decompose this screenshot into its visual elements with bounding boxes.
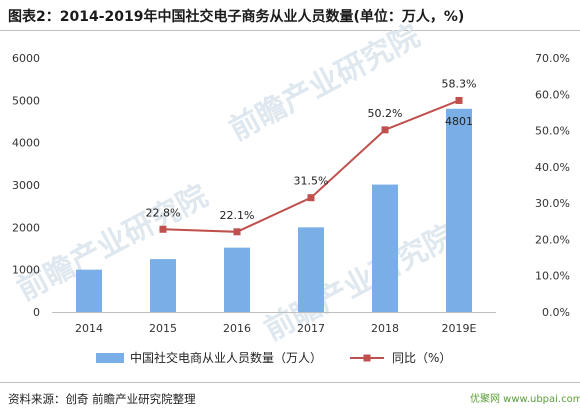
left-y-tick-label: 5000 (12, 94, 40, 107)
chart-title: 图表2：2014-2019年中国社交电子商务从业人员数量(单位：万人，%) (8, 9, 465, 25)
right-y-tick-label: 0.0% (542, 306, 570, 319)
x-tick-label-2015: 2015 (149, 322, 177, 335)
right-y-axis-ticks: 0.0% 10.0% 20.0% 30.0% 40.0% 50.0% 60.0% 70.0% (535, 52, 570, 319)
yoy-data-labels: 22.8% 22.1% 31.5% 50.2% 58.3% (146, 77, 477, 221)
bar-2014 (76, 269, 102, 312)
yoy-line (162, 99, 460, 233)
bar-2015 (150, 259, 176, 312)
legend: 中国社交电商从业人员数量（万人） 同比（%） (96, 350, 451, 365)
x-tick-label-2018: 2018 (371, 322, 399, 335)
legend-swatch-bar (96, 353, 124, 363)
left-y-tick-label: 4000 (12, 137, 40, 150)
left-y-tick-label: 6000 (12, 52, 40, 65)
left-y-axis-ticks: 0 1000 2000 3000 4000 5000 6000 (12, 52, 40, 319)
yoy-label-2017: 31.5% (294, 175, 329, 188)
yoy-label-2019E: 58.3% (442, 77, 477, 90)
corner-logo: 优聚网 www.ubpai.com (470, 394, 580, 405)
left-y-tick-label: 0 (33, 306, 40, 319)
point-2017 (307, 194, 315, 202)
yoy-label-2015: 22.8% (146, 206, 181, 219)
x-axis-ticks: 2014 2015 2016 2017 2018 2019E (75, 322, 477, 335)
left-y-tick-label: 2000 (12, 221, 40, 234)
x-tick-label-2016: 2016 (223, 322, 251, 335)
bar-series (76, 108, 472, 313)
legend-label-bar: 中国社交电商从业人员数量（万人） (130, 350, 322, 365)
right-y-tick-label: 20.0% (535, 233, 570, 246)
right-y-tick-label: 40.0% (535, 161, 570, 174)
point-2019E (455, 96, 463, 104)
yoy-label-2018: 50.2% (368, 107, 403, 120)
right-y-tick-label: 10.0% (535, 270, 570, 283)
left-y-tick-label: 1000 (12, 264, 40, 277)
footer-divider (0, 382, 580, 383)
right-y-tick-label: 70.0% (535, 52, 570, 65)
right-y-tick-label: 50.0% (535, 125, 570, 138)
legend-marker-line (363, 354, 371, 362)
x-tick-label-2017: 2017 (297, 322, 325, 335)
right-y-tick-label: 30.0% (535, 197, 570, 210)
left-y-tick-label: 3000 (12, 179, 40, 192)
point-2018 (381, 126, 389, 134)
chart-canvas: 4801 22.8% 22.1%31.5%50.2%58.3% 2014 2015 2… (12, 52, 570, 365)
bar-2018 (372, 184, 398, 312)
yoy-label-2016: 22.1% (220, 209, 255, 222)
source-note: 资料来源：创奇 前瞻产业研究院整理 (8, 392, 196, 406)
point-2015 (159, 225, 167, 233)
x-tick-label-2019E: 2019E (442, 322, 477, 335)
title-divider (0, 30, 580, 31)
point-2016 (233, 228, 241, 236)
x-tick-label-2014: 2014 (75, 322, 103, 335)
legend-label-line: 同比（%） (392, 351, 451, 365)
bar-2019E (446, 108, 472, 313)
bar-2017 (298, 227, 324, 312)
bar-label-2019E: 4801 (445, 115, 473, 128)
right-y-tick-label: 60.0% (535, 88, 570, 101)
yoy-points (159, 96, 463, 236)
bar-data-labels: 4801 (445, 115, 473, 128)
bar-2016 (224, 247, 250, 312)
